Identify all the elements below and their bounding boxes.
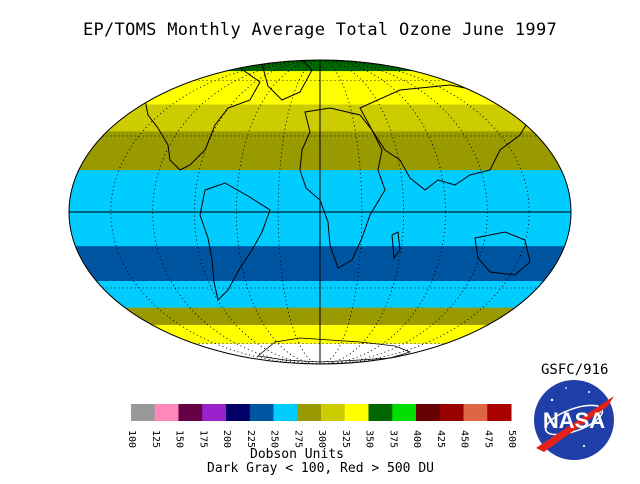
legend-swatch [439,404,464,421]
legend-tick-label: 175 [197,430,209,449]
credit-label: GSFC/916 [541,362,609,378]
legend-swatch [131,404,156,421]
legend-swatch [249,404,274,421]
page-title: EP/TOMS Monthly Average Total Ozone June… [82,20,558,40]
legend-note: Dark Gray < 100, Red > 500 DU [207,461,434,476]
madagascar-coast [391,231,401,260]
legend-tick-label: 400 [411,430,422,449]
legend-tick-label: 275 [292,430,304,449]
legend-tick-label: 475 [482,430,494,449]
legend-swatch [368,404,393,421]
color-legend-bar [131,404,512,421]
legend-tick-label: 500 [506,430,517,449]
legend-tick-label: 100 [126,430,137,449]
legend-swatch [392,404,417,421]
legend-swatch [178,404,203,421]
south-america-coast [199,182,271,301]
legend-tick-label: 425 [434,430,446,449]
legend-swatch [463,404,488,421]
legend-swatch [226,404,251,421]
nasa-logo: NASA [534,380,614,460]
legend-tick-label: 150 [173,430,185,449]
legend-swatch [416,404,441,421]
legend-swatch [344,404,369,421]
legend-swatch [273,404,298,421]
legend-tick-label: 325 [339,430,351,449]
antarctica-outline [257,337,412,363]
legend-tick-label: 350 [363,430,375,449]
legend-swatch [321,404,346,421]
legend-swatch [154,404,179,421]
legend-swatch [297,404,322,421]
legend-tick-label: 225 [244,430,256,449]
legend-tick-label: 125 [149,430,161,449]
legend-tick-label: 200 [221,430,232,449]
legend-swatch [487,404,512,421]
legend-tick-label: 250 [268,430,280,449]
nasa-logo-text: NASA [543,408,605,433]
australia-coast [474,231,531,276]
legend-tick-label: 450 [458,430,470,449]
legend-tick-label: 375 [387,430,399,449]
legend-units-label: Dobson Units [250,447,344,462]
legend-swatch [202,404,227,421]
globe-outline [68,59,572,365]
greenland-coast [261,60,313,101]
legend-tick-label: 300 [316,430,327,449]
